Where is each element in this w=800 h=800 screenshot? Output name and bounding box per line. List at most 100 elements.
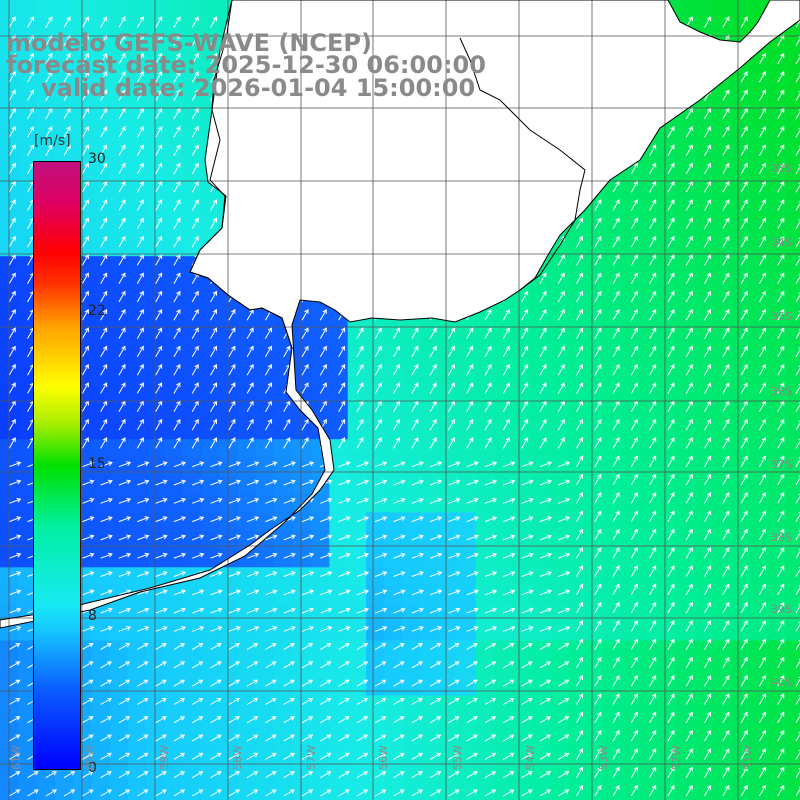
wind-cell — [677, 183, 696, 202]
wind-cell — [603, 311, 623, 330]
wind-cell — [567, 457, 587, 477]
wind-cell — [146, 292, 166, 312]
wind-cell — [439, 329, 459, 349]
wind-cell — [237, 786, 257, 800]
wind-arrow — [118, 71, 126, 83]
wind-cell — [677, 366, 696, 385]
wind-cell — [512, 786, 532, 800]
wind-cell — [603, 237, 623, 257]
wind-cell — [585, 366, 605, 385]
wind-cell — [0, 54, 19, 74]
wind-cell — [640, 603, 660, 623]
wind-cell — [622, 549, 642, 568]
wind-arrow — [8, 89, 16, 101]
wind-cell — [640, 768, 660, 788]
wind-cell — [256, 311, 276, 330]
wind-cell — [128, 292, 147, 312]
wind-cell — [146, 786, 166, 800]
wind-cell — [622, 658, 642, 678]
wind-arrow — [173, 16, 181, 28]
wind-cell — [256, 402, 276, 422]
wind-cell — [567, 475, 587, 495]
wind-cell — [750, 219, 770, 239]
wind-cell — [658, 219, 678, 239]
wind-cell — [73, 18, 93, 38]
wind-cell — [567, 732, 587, 751]
wind-cell — [768, 164, 788, 184]
wind-cell — [91, 402, 111, 422]
wind-cell — [622, 512, 642, 532]
wind-cell — [640, 366, 660, 385]
wind-cell — [768, 402, 788, 422]
wind-cell — [475, 384, 495, 404]
wind-cell — [146, 237, 166, 257]
wind-cell — [750, 347, 770, 367]
wind-cell — [786, 420, 800, 440]
wind-cell — [640, 256, 660, 276]
wind-cell — [512, 420, 532, 440]
wind-cell — [384, 384, 404, 404]
wind-cell — [36, 18, 56, 38]
wind-cell — [146, 311, 166, 330]
wind-cell — [494, 366, 513, 385]
wind-arrow — [63, 34, 71, 47]
wind-cell — [183, 292, 202, 312]
wind-cell — [695, 603, 715, 623]
wind-cell — [146, 183, 166, 202]
wind-cell — [292, 347, 312, 367]
lon-label: 58W — [231, 745, 244, 770]
wind-cell — [347, 366, 367, 385]
wind-cell — [695, 512, 715, 532]
wind-cell — [658, 164, 678, 184]
wind-cell — [622, 786, 642, 800]
wind-cell — [292, 439, 312, 459]
wind-cell — [366, 402, 385, 422]
wind-cell — [603, 695, 623, 715]
wind-cell — [768, 713, 788, 733]
wind-cell — [622, 237, 642, 257]
wind-arrow — [136, 34, 144, 47]
wind-cell — [786, 219, 800, 239]
lon-label: 57W — [305, 745, 318, 770]
wind-cell — [109, 439, 129, 459]
wind-cell — [695, 183, 715, 202]
wind-cell — [622, 732, 642, 751]
wind-cell — [768, 640, 788, 660]
wind-cell — [695, 237, 715, 257]
wind-cell — [786, 54, 800, 74]
wind-cell — [640, 201, 660, 221]
wind-cell — [384, 347, 404, 367]
wind-cell — [768, 91, 788, 111]
wind-cell — [567, 585, 587, 605]
wind-cell — [732, 402, 751, 422]
wind-cell — [640, 292, 660, 312]
wind-cell — [274, 439, 294, 459]
wind-cell — [530, 384, 550, 404]
wind-cell — [603, 219, 623, 239]
wind-cell — [164, 384, 184, 404]
wind-cell — [658, 439, 678, 459]
wind-cell — [128, 311, 147, 330]
wind-cell — [91, 311, 111, 330]
wind-cell — [54, 146, 74, 166]
wind-arrow — [63, 89, 71, 101]
wind-cell — [622, 494, 642, 513]
wind-cell — [219, 347, 239, 367]
wind-cell — [146, 420, 166, 440]
wind-cell — [530, 329, 550, 349]
wind-cell — [585, 219, 605, 239]
wind-cell — [73, 73, 93, 93]
wind-cell — [73, 786, 93, 800]
wind-cell — [530, 439, 550, 459]
lon-label: 60W — [84, 745, 97, 770]
wind-cell — [457, 366, 477, 385]
wind-cell — [585, 658, 605, 678]
wind-cell — [402, 439, 422, 459]
wind-cell — [366, 420, 385, 440]
wind-cell — [18, 36, 38, 56]
wind-cell — [695, 420, 715, 440]
wind-cell — [201, 366, 221, 385]
wind-cell — [622, 439, 642, 459]
wind-cell — [164, 183, 184, 202]
wind-cell — [0, 786, 19, 800]
